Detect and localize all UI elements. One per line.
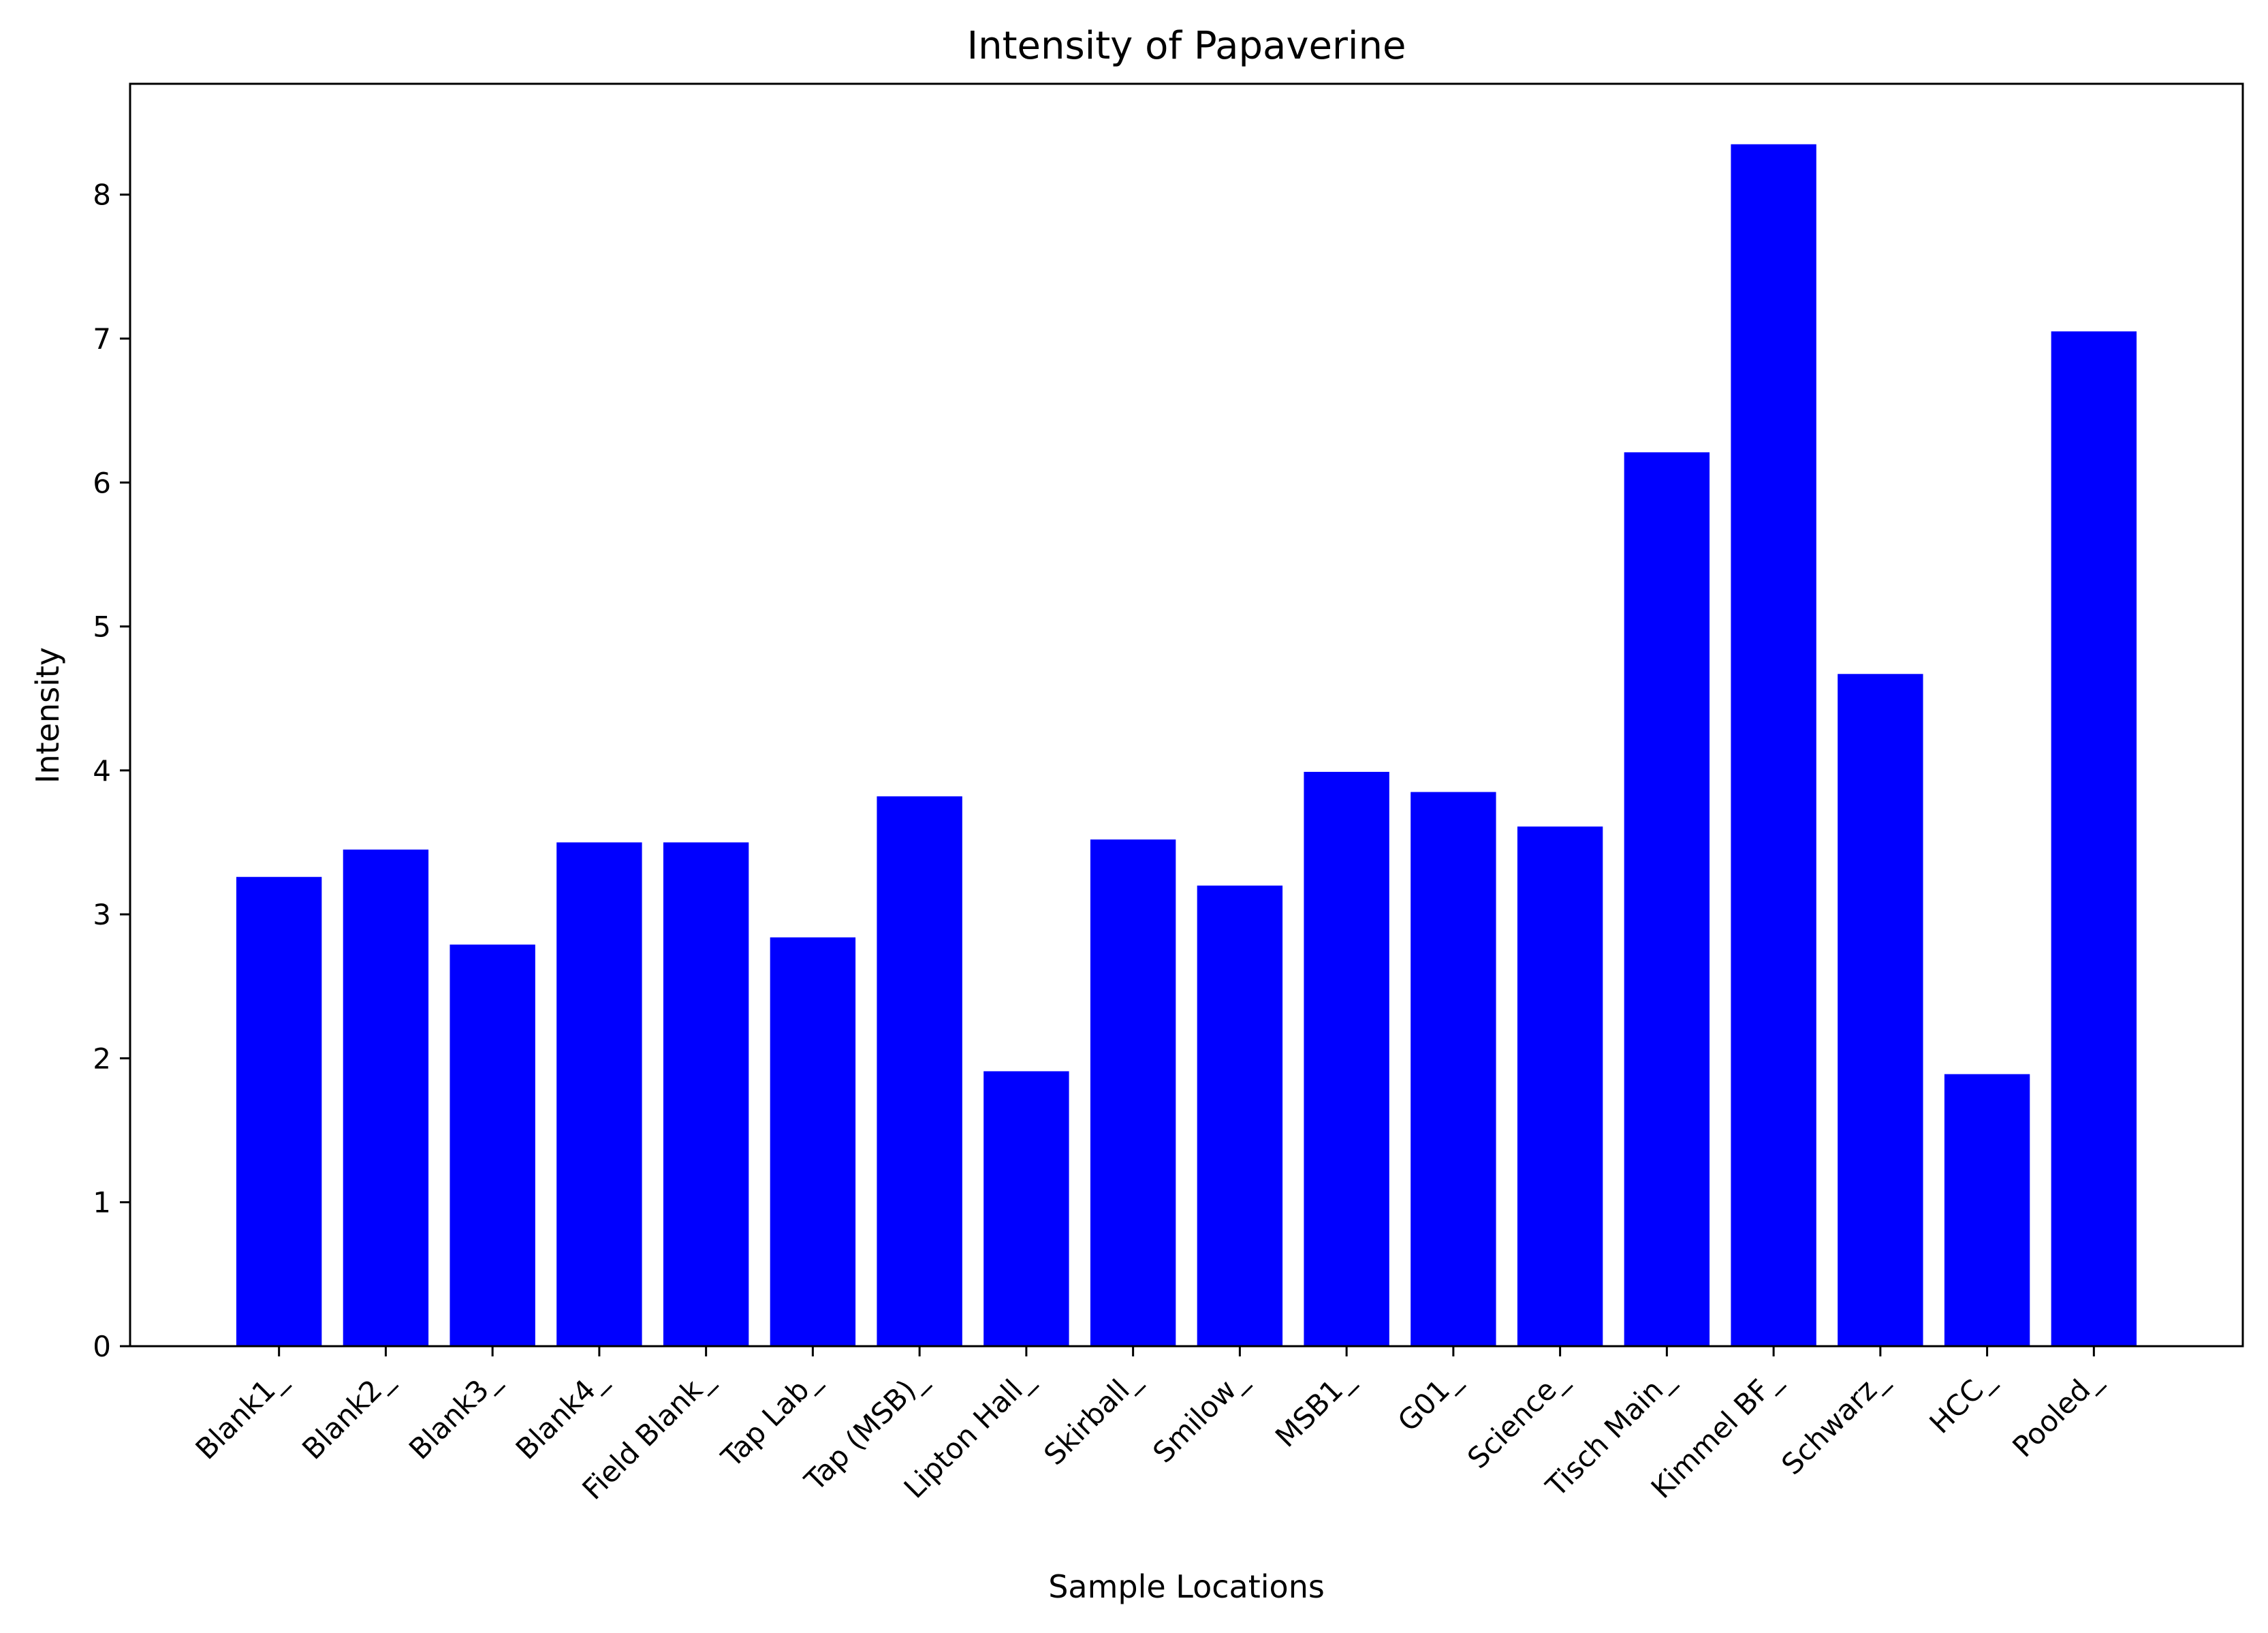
bar-8 xyxy=(1090,839,1176,1346)
y-tick-label: 6 xyxy=(93,466,111,499)
y-tick-label: 7 xyxy=(93,322,111,356)
y-tick-label: 0 xyxy=(93,1330,111,1363)
bar-16 xyxy=(1944,1074,2030,1346)
x-tick-label: Schwarz_ xyxy=(1775,1363,1893,1481)
bar-7 xyxy=(983,1071,1069,1346)
x-tick-label: Blank2_ xyxy=(296,1363,399,1466)
y-axis-label: Intensity xyxy=(29,647,66,783)
y-tick-label: 1 xyxy=(93,1186,111,1219)
bar-4 xyxy=(663,842,749,1346)
bar-0 xyxy=(236,877,322,1346)
x-tick-label: HCC_ xyxy=(1923,1363,2000,1440)
plot-frame xyxy=(129,82,2244,1348)
x-tick-label: Pooled_ xyxy=(2006,1363,2107,1464)
x-tick-label: Blank3_ xyxy=(403,1363,506,1466)
x-tick-label: Tap Lab_ xyxy=(714,1363,826,1474)
x-tick-label: Blank1_ xyxy=(189,1363,292,1466)
bar-17 xyxy=(2051,331,2137,1346)
bar-15 xyxy=(1838,674,1923,1346)
y-tick-label: 4 xyxy=(93,754,111,788)
bar-13 xyxy=(1624,452,1710,1347)
chart-title: Intensity of Papaverine xyxy=(967,24,1406,68)
bars-group xyxy=(236,144,2137,1347)
x-tick-label: G01_ xyxy=(1391,1363,1467,1438)
x-tick-label: Skirball_ xyxy=(1037,1363,1146,1472)
bar-5 xyxy=(770,937,856,1346)
y-tick-label: 2 xyxy=(93,1042,111,1075)
x-tick-label: Science_ xyxy=(1461,1363,1573,1475)
bar-1 xyxy=(343,850,429,1346)
bar-10 xyxy=(1304,771,1389,1346)
bar-9 xyxy=(1197,885,1283,1346)
bar-2 xyxy=(450,944,535,1346)
x-axis: Blank1_ Blank2_ Blank3_ Blank4_Field Blank_… xyxy=(189,1346,2107,1506)
y-tick-label: 5 xyxy=(93,610,111,644)
bar-11 xyxy=(1411,792,1496,1346)
x-tick-label: MSB1_ xyxy=(1269,1363,1360,1454)
bar-3 xyxy=(556,842,642,1346)
x-tick-label: Smilow_ xyxy=(1146,1363,1253,1469)
bar-6 xyxy=(877,796,962,1346)
bar-14 xyxy=(1731,144,1816,1346)
y-tick-label: 3 xyxy=(93,898,111,931)
x-axis-label: Sample Locations xyxy=(1048,1568,1325,1605)
x-tick-label: Blank4_ xyxy=(509,1363,613,1466)
bar-12 xyxy=(1517,826,1603,1346)
y-tick-label: 8 xyxy=(93,178,111,212)
y-axis: 0 1 2 3 4 5 6 7 8 xyxy=(93,178,130,1363)
